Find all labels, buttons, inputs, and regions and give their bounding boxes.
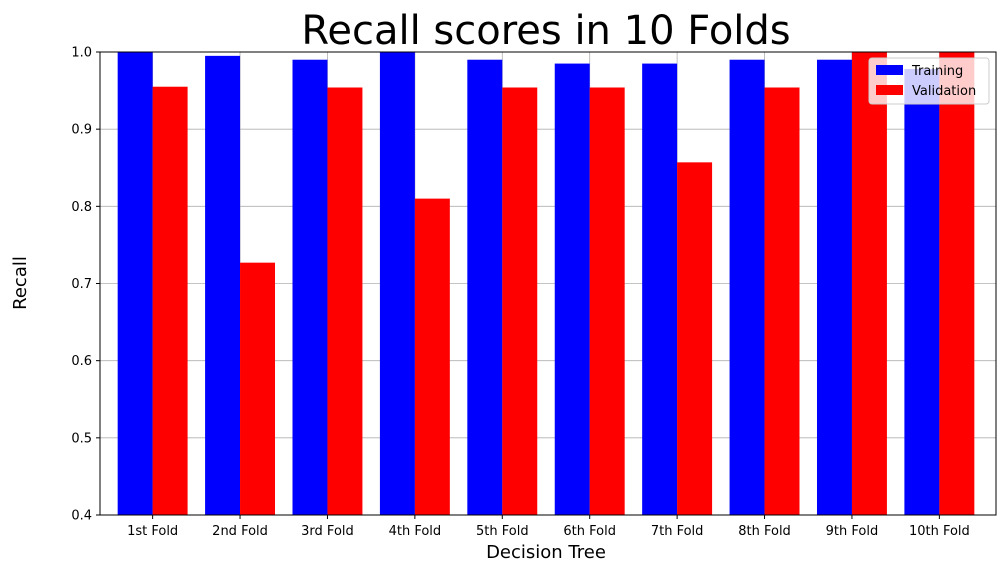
x-tick-label: 8th Fold — [738, 524, 791, 539]
legend-swatch — [876, 85, 903, 95]
legend-label: Validation — [912, 84, 976, 99]
validation-bar — [414, 198, 450, 515]
validation-bar — [327, 87, 363, 515]
training-bar — [117, 52, 153, 515]
x-tick-label: 3rd Fold — [301, 524, 354, 539]
axis-ticks: 0.4 0.5 0.6 0.7 0.8 0.9 1.0 1st Fold 2nd Fold 3rd… — [71, 46, 969, 540]
y-tick-label: 0.7 — [71, 277, 92, 292]
x-tick-label: 9th Fold — [826, 524, 879, 539]
validation-bar — [240, 262, 276, 515]
validation-bar — [677, 162, 713, 515]
validation-bar — [939, 52, 975, 515]
training-bar — [642, 63, 678, 515]
x-tick-label: 4th Fold — [389, 524, 442, 539]
x-tick-label: 2nd Fold — [212, 524, 268, 539]
training-bar — [205, 55, 241, 515]
x-tick-label: 5th Fold — [476, 524, 529, 539]
legend-label: Training — [911, 64, 963, 79]
x-axis-label: Decision Tree — [486, 542, 606, 563]
validation-bar — [589, 87, 625, 515]
x-tick-label: 10th Fold — [909, 524, 970, 539]
y-tick-label: 0.9 — [71, 123, 92, 138]
bars — [117, 52, 975, 515]
y-tick-label: 1.0 — [71, 46, 92, 61]
x-tick-label: 1st Fold — [127, 524, 178, 539]
validation-bar — [152, 86, 188, 515]
y-tick-label: 0.6 — [71, 354, 92, 369]
training-bar — [554, 63, 590, 515]
training-bar — [904, 68, 940, 515]
training-bar — [816, 59, 852, 515]
training-bar — [729, 59, 765, 515]
y-axis-label: Recall — [10, 256, 31, 310]
legend-swatch — [876, 65, 903, 75]
y-tick-label: 0.5 — [71, 431, 92, 446]
training-bar — [379, 52, 415, 515]
validation-bar — [502, 87, 538, 515]
validation-bar — [764, 87, 800, 515]
x-tick-label: 6th Fold — [563, 524, 616, 539]
training-bar — [292, 59, 328, 515]
y-tick-label: 0.8 — [71, 200, 92, 215]
training-bar — [467, 59, 503, 515]
y-tick-label: 0.4 — [71, 509, 92, 524]
chart-title: Recall scores in 10 Folds — [301, 8, 790, 54]
x-tick-label: 7th Fold — [651, 524, 704, 539]
legend: Training Validation — [868, 57, 990, 105]
validation-bar — [851, 52, 887, 515]
